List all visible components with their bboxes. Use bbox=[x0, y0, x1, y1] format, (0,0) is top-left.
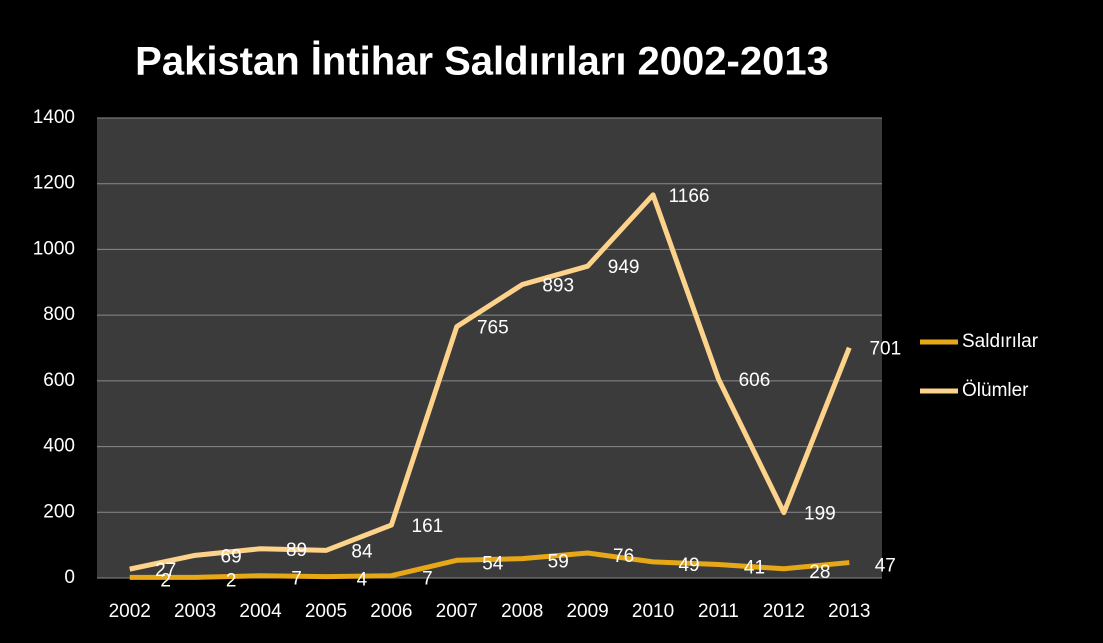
data-label: 606 bbox=[739, 370, 771, 391]
x-tick-label: 2009 bbox=[566, 601, 608, 622]
y-tick-label: 600 bbox=[43, 370, 75, 391]
chart-title: Pakistan İntihar Saldırıları 2002-2013 bbox=[135, 40, 829, 84]
data-label: 69 bbox=[221, 546, 242, 567]
x-tick-label: 2012 bbox=[763, 601, 805, 622]
series-line bbox=[129, 192, 852, 572]
data-label: 893 bbox=[542, 276, 574, 297]
y-tick-label: 200 bbox=[43, 501, 75, 522]
x-tick-label: 2008 bbox=[501, 601, 543, 622]
x-tick-label: 2013 bbox=[828, 601, 870, 622]
x-tick-label: 2004 bbox=[239, 601, 282, 622]
data-label: 47 bbox=[875, 556, 896, 577]
data-label: 7 bbox=[291, 569, 302, 590]
legend-label: Saldırılar bbox=[962, 331, 1039, 352]
plot-area bbox=[97, 118, 882, 578]
y-tick-label: 1400 bbox=[33, 107, 75, 128]
y-tick-label: 800 bbox=[43, 304, 75, 325]
data-label: 84 bbox=[351, 541, 373, 562]
data-label: 2 bbox=[160, 570, 171, 591]
data-label: 701 bbox=[869, 339, 901, 360]
x-tick-label: 2011 bbox=[698, 601, 739, 622]
data-label: 59 bbox=[548, 552, 569, 573]
x-tick-label: 2005 bbox=[305, 601, 347, 622]
data-label: 4 bbox=[357, 570, 368, 591]
y-tick-label: 400 bbox=[43, 436, 75, 457]
x-tick-label: 2010 bbox=[632, 601, 674, 622]
data-label: 27 bbox=[155, 560, 176, 581]
data-label: 89 bbox=[286, 540, 307, 561]
data-label: 161 bbox=[412, 516, 444, 537]
legend-label: Ölümler bbox=[962, 380, 1029, 401]
data-label: 76 bbox=[613, 546, 634, 567]
data-label: 765 bbox=[477, 318, 509, 339]
data-label: 41 bbox=[744, 558, 765, 579]
data-label: 949 bbox=[608, 257, 640, 278]
data-label: 2 bbox=[226, 570, 237, 591]
x-tick-label: 2003 bbox=[174, 601, 216, 622]
x-tick-label: 2007 bbox=[436, 601, 478, 622]
x-tick-label: 2002 bbox=[109, 601, 151, 622]
y-tick-label: 1200 bbox=[33, 173, 75, 194]
data-label: 7 bbox=[422, 569, 433, 590]
data-label: 28 bbox=[809, 562, 830, 583]
series-line bbox=[129, 550, 850, 580]
data-label: 54 bbox=[482, 553, 504, 574]
y-tick-label: 0 bbox=[64, 567, 75, 588]
data-label: 49 bbox=[678, 555, 699, 576]
x-tick-label: 2006 bbox=[370, 601, 412, 622]
y-tick-label: 1000 bbox=[33, 238, 75, 259]
data-label: 1166 bbox=[669, 186, 710, 207]
data-label: 199 bbox=[804, 504, 836, 525]
